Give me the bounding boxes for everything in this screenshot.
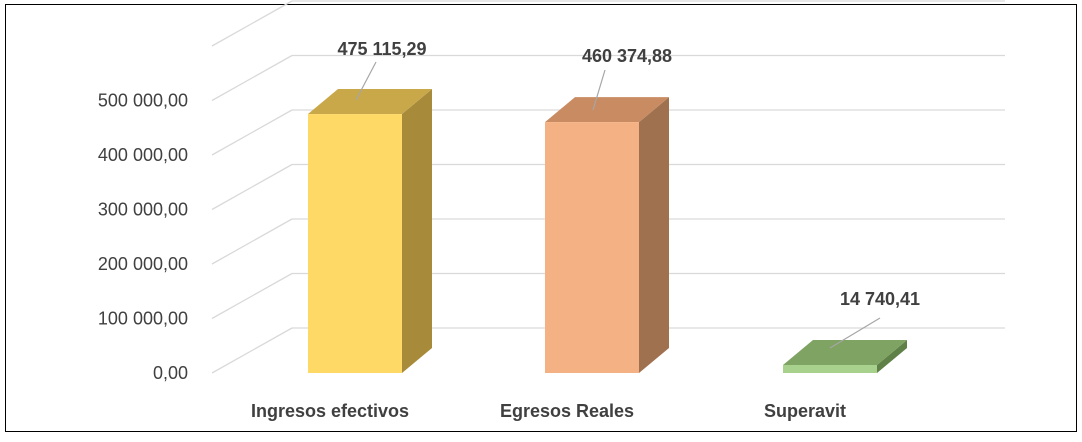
data-label: 14 740,41 <box>829 289 920 349</box>
gridline <box>211 54 1005 102</box>
y-tick-label: 400 000,00 <box>98 145 188 165</box>
data-label-text: 460 374,88 <box>582 46 672 66</box>
data-label: 460 374,88 <box>582 46 672 111</box>
category-label: Ingresos efectivos <box>251 401 409 421</box>
bar <box>308 89 432 373</box>
bars <box>308 89 907 373</box>
category-label: Superavit <box>764 401 846 421</box>
data-label-text: 475 115,29 <box>337 39 426 59</box>
leader-line <box>829 317 881 349</box>
y-tick-label: 100 000,00 <box>98 309 188 329</box>
y-tick-label: 0,00 <box>153 363 188 383</box>
leader-line <box>355 61 377 101</box>
y-tick-label: 500 000,00 <box>98 91 188 111</box>
x-axis-categories: Ingresos efectivos Egresos Reales Superavi… <box>251 401 846 421</box>
bar <box>545 97 669 373</box>
y-tick-label: 200 000,00 <box>98 254 188 274</box>
data-label: 475 115,29 <box>337 39 427 101</box>
chart-border <box>5 4 1077 432</box>
bar <box>783 339 907 373</box>
gridline <box>211 0 1005 47</box>
y-axis-ticks: 0,00 100 000,00 200 000,00 300 000,00 400 00… <box>98 91 188 384</box>
category-label: Egresos Reales <box>500 401 634 421</box>
leader-line <box>592 69 606 111</box>
y-tick-label: 300 000,00 <box>98 200 188 220</box>
data-label-text: 14 740,41 <box>840 289 920 309</box>
data-labels: 475 115,29 460 374,88 14 740,41 <box>337 39 920 349</box>
